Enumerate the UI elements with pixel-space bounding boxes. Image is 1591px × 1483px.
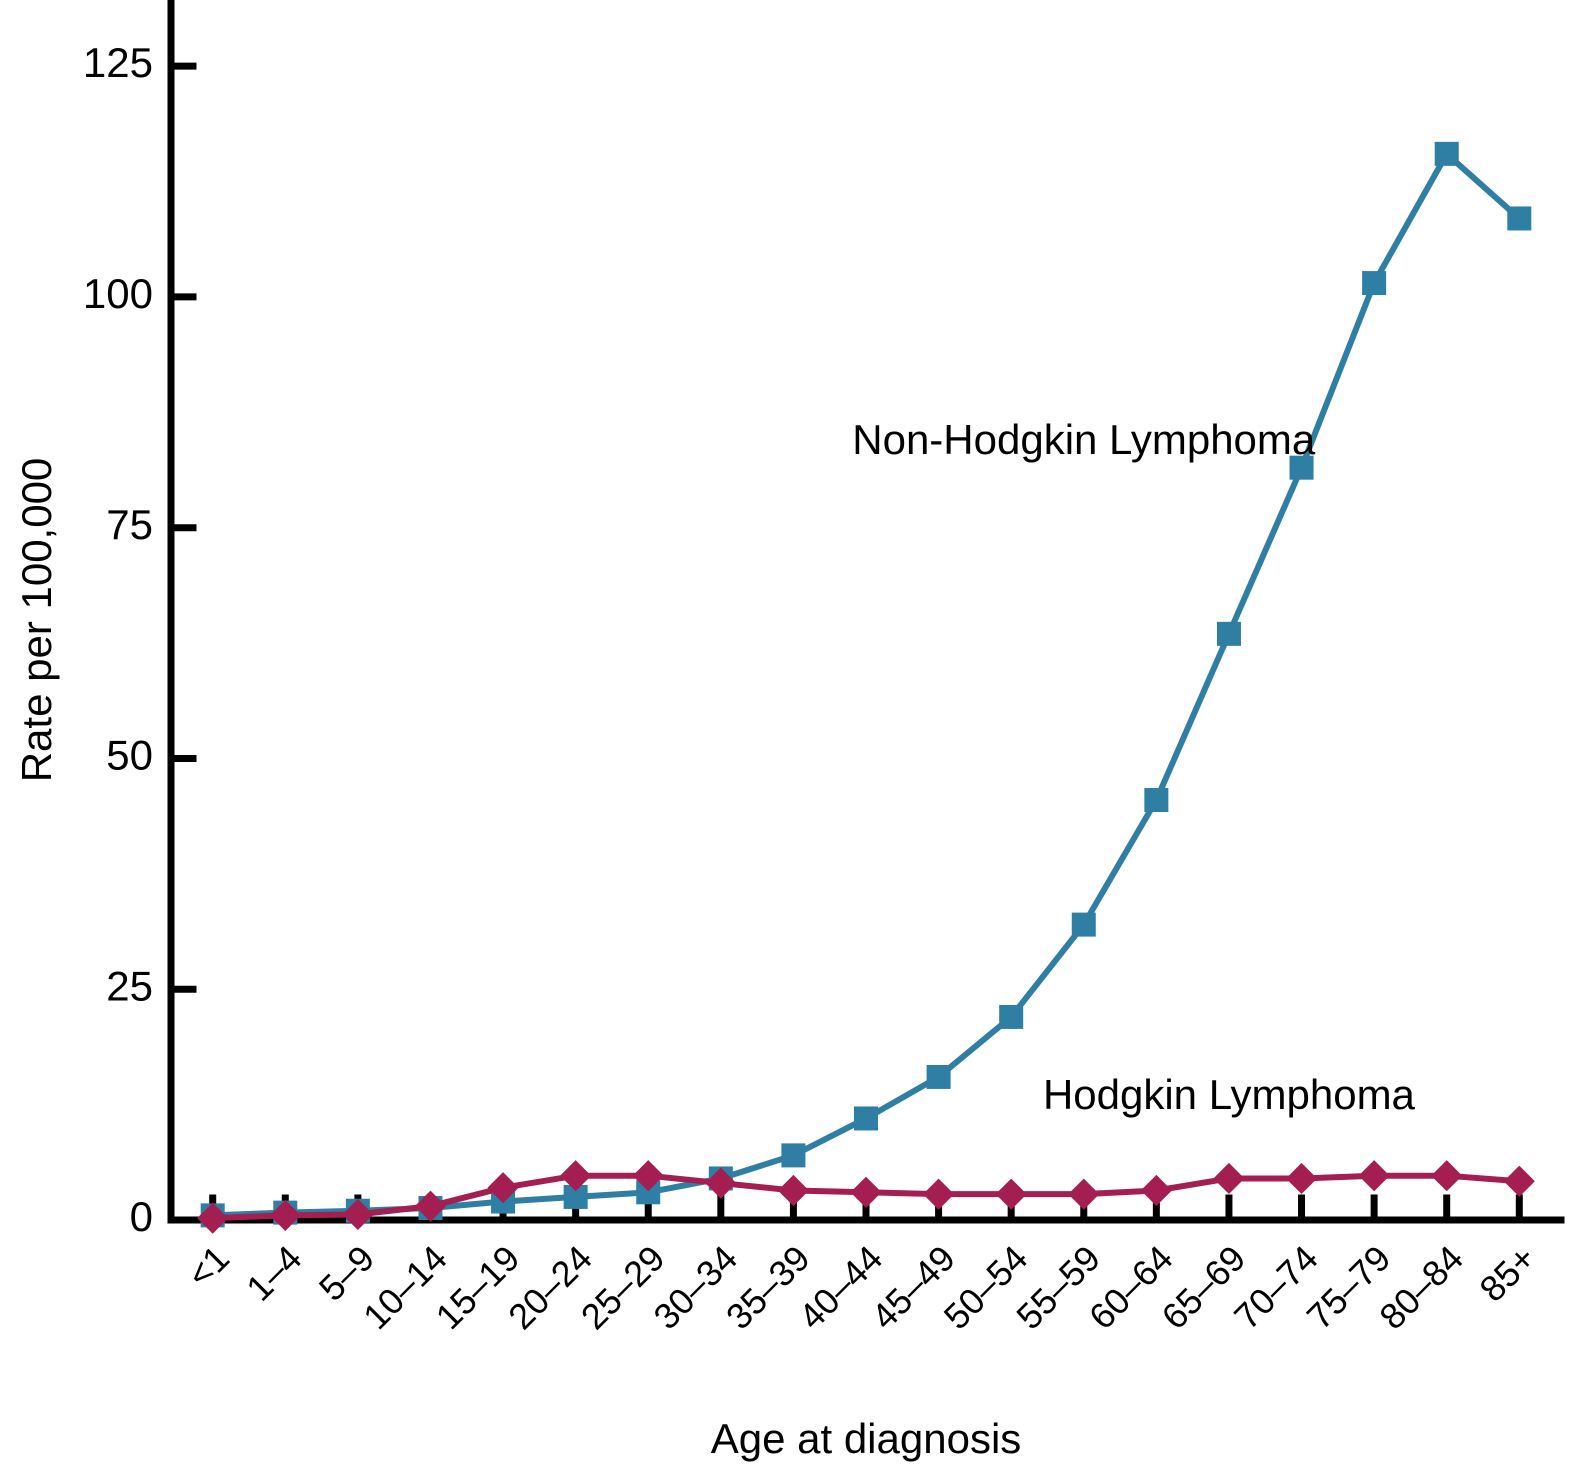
nhl-marker (1144, 788, 1168, 812)
nhl-marker (1507, 206, 1531, 230)
nhl-marker (854, 1106, 878, 1130)
nhl-marker (1217, 622, 1241, 646)
nhl-marker (999, 1005, 1023, 1029)
y-tick-label: 75 (106, 501, 153, 548)
nhl-marker (1072, 913, 1096, 937)
y-tick-label: 25 (106, 962, 153, 1009)
nhl-marker (781, 1143, 805, 1167)
y-tick-label: 125 (83, 39, 153, 86)
y-tick-label: 0 (130, 1193, 153, 1240)
nhl-marker (927, 1065, 951, 1089)
chart-svg: 0255075100125<11–45–910–1415–1920–2425–2… (0, 0, 1591, 1483)
nhl-marker (1435, 142, 1459, 166)
nhl-series-label: Non-Hodgkin Lymphoma (852, 416, 1316, 463)
hl-series-label: Hodgkin Lymphoma (1043, 1071, 1416, 1118)
y-axis-title: Rate per 100,000 (13, 458, 60, 783)
y-tick-label: 100 (83, 270, 153, 317)
x-axis-title: Age at diagnosis (711, 1415, 1022, 1462)
lymphoma-rate-chart: 0255075100125<11–45–910–1415–1920–2425–2… (0, 0, 1591, 1483)
nhl-marker (1362, 271, 1386, 295)
y-tick-label: 50 (106, 732, 153, 779)
